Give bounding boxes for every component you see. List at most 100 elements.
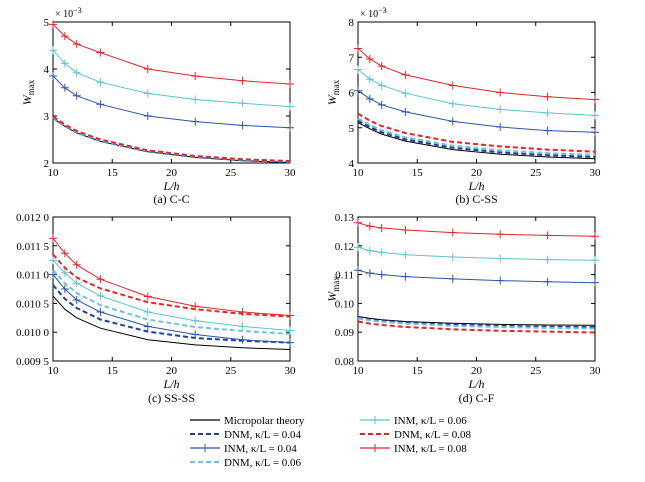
- legend: Micropolar theory DNM, κ/L = 0.04 INM, κ/L…: [190, 415, 472, 469]
- series-line-inm008: [357, 222, 596, 237]
- data-point-inm004: [365, 94, 374, 103]
- data-point-inm004: [448, 274, 457, 283]
- legend-marker: [371, 444, 379, 452]
- series-dnm008: [357, 112, 596, 153]
- x-tick-label: 25: [225, 167, 237, 179]
- data-point-inm008: [49, 20, 57, 29]
- data-point-inm004: [238, 335, 247, 344]
- data-point-inm008: [365, 222, 374, 231]
- data-point-inm004: [60, 285, 69, 293]
- legend-item-inm008: INM, κ/L = 0.08: [360, 443, 467, 455]
- series-inm004: [49, 72, 294, 132]
- data-point-inm006: [60, 268, 69, 277]
- y-tick-label: 0.011 0: [16, 270, 49, 282]
- y-tick-label: 0.11: [335, 270, 354, 282]
- data-point-inm006: [496, 254, 505, 263]
- x-tick-label: 20: [471, 365, 483, 377]
- series-line-inm008: [357, 48, 596, 101]
- data-point-inm004: [60, 83, 69, 92]
- y-tick-label: 0.12: [335, 241, 354, 253]
- data-point-inm004: [72, 91, 81, 100]
- data-point-inm006: [60, 59, 69, 68]
- data-point-inm008: [96, 48, 105, 57]
- x-tick-label: 15: [107, 167, 119, 179]
- series-inm008: [354, 218, 599, 241]
- y-axis-label-sub: max: [331, 79, 341, 95]
- x-tick-label: 25: [530, 167, 542, 179]
- series-micro: [357, 315, 596, 326]
- series-line-inm008: [52, 23, 291, 85]
- data-point-inm004: [543, 277, 552, 286]
- data-point-inm006: [191, 316, 200, 325]
- axis-multiplier-exp: −3: [378, 6, 387, 15]
- x-tick-label: 20: [166, 365, 178, 377]
- axis-multiplier-exp: −3: [73, 6, 82, 15]
- y-tick-label: 0.011 5: [16, 241, 49, 253]
- data-point-inm004: [354, 266, 362, 275]
- series-dnm004: [52, 117, 291, 164]
- data-point-inm006: [448, 253, 457, 262]
- data-point-inm006: [72, 279, 81, 288]
- y-axis-label: Wmax: [325, 276, 341, 302]
- data-point-inm004: [377, 100, 386, 109]
- y-tick-label: 2: [44, 158, 50, 170]
- data-point-inm008: [591, 232, 599, 241]
- legend-item-micro: Micropolar theory: [190, 415, 305, 427]
- series-line-micro: [357, 315, 596, 326]
- series-inm004: [49, 270, 294, 347]
- x-tick-label: 10: [353, 365, 365, 377]
- series-line-inm004: [357, 269, 596, 284]
- series-inm008: [354, 44, 599, 104]
- x-tick-label: 30: [590, 167, 602, 179]
- data-point-inm008: [543, 231, 552, 240]
- data-point-inm008: [143, 65, 152, 73]
- x-axis-label: L/h: [162, 179, 179, 193]
- x-axis-label: L/h: [467, 377, 484, 391]
- data-point-inm006: [365, 246, 374, 255]
- series-line-dnm008: [357, 112, 596, 153]
- y-axis-label: Wmax: [325, 79, 341, 105]
- legend-label: DNM, κ/L = 0.06: [224, 457, 302, 469]
- x-tick-label: 30: [285, 167, 297, 179]
- data-point-inm006: [238, 99, 247, 108]
- data-point-inm006: [401, 250, 410, 259]
- y-tick-label: 3: [44, 111, 50, 123]
- series-line-inm004: [52, 274, 291, 344]
- legend-item-dnm004: DNM, κ/L = 0.04: [190, 429, 302, 441]
- data-point-inm008: [448, 81, 457, 90]
- y-tick-label: 5: [44, 17, 50, 29]
- legend-item-dnm006: DNM, κ/L = 0.06: [190, 457, 302, 469]
- plot-frame: [52, 21, 291, 164]
- plot-frame: [357, 216, 596, 362]
- data-point-inm004: [496, 276, 505, 285]
- y-tick-label: 0.10: [335, 298, 355, 310]
- series-line-micro: [52, 117, 291, 163]
- data-point-inm008: [238, 308, 247, 317]
- data-point-inm006: [238, 322, 247, 331]
- series-inm006: [354, 243, 599, 265]
- data-point-inm008: [365, 55, 374, 64]
- panel-caption: (a) C-C: [153, 192, 189, 206]
- series-line-micro: [357, 122, 596, 160]
- y-tick-label: 4: [349, 158, 355, 170]
- panel-caption: (d) C-F: [459, 391, 495, 405]
- series-micro: [52, 117, 291, 163]
- axis-multiplier: × 10−3: [360, 6, 387, 20]
- series-line-dnm004: [52, 284, 291, 344]
- series-micro: [52, 295, 291, 350]
- data-point-inm006: [143, 89, 152, 98]
- data-point-inm004: [365, 269, 374, 278]
- legend-label: Micropolar theory: [224, 415, 305, 427]
- x-tick-label: 20: [166, 167, 178, 179]
- data-point-inm004: [96, 100, 105, 109]
- data-point-inm006: [49, 256, 57, 265]
- data-point-inm004: [49, 72, 57, 81]
- panel-a: 10 15 20 25 30 2 3 4 5 × 10−3 Wmax L/h(a) C-C: [20, 6, 296, 206]
- data-point-inm004: [448, 117, 457, 126]
- data-point-inm004: [191, 330, 200, 339]
- data-point-inm004: [286, 123, 294, 132]
- data-point-inm006: [496, 105, 505, 114]
- data-point-inm008: [60, 32, 69, 41]
- data-point-inm004: [143, 322, 152, 331]
- plot-frame: [357, 21, 596, 164]
